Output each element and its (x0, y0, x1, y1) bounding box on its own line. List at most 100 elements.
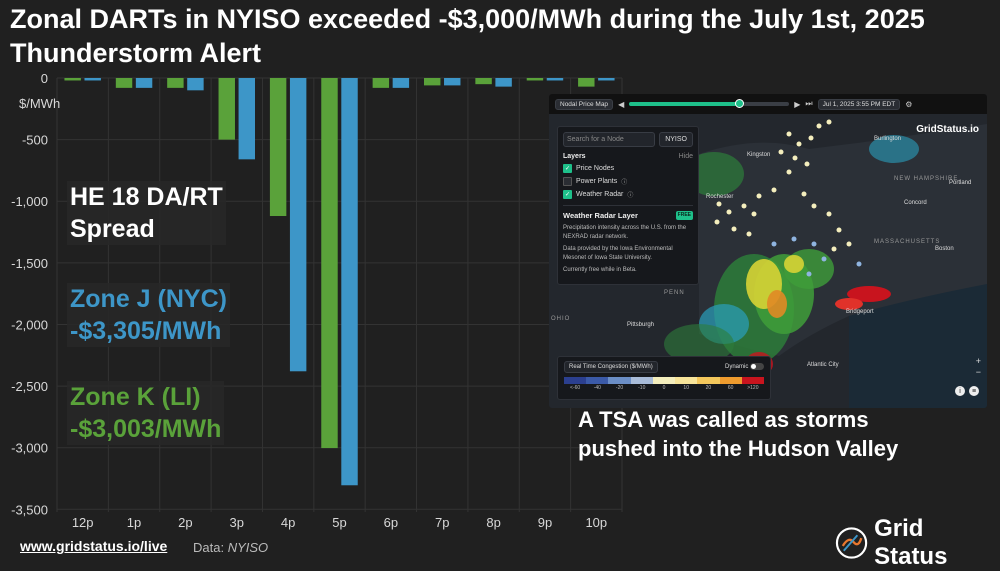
bar-zone-j-8p (495, 78, 512, 87)
radar-card-text: Currently free while in Beta. (563, 267, 637, 273)
bar-zone-j-2p (187, 78, 204, 91)
radar-card-text: Precipitation intensity across the U.S. … (563, 225, 687, 240)
bar-zone-j-1p (135, 78, 153, 88)
map-view-selector[interactable]: Nodal Price Map (555, 98, 614, 110)
map-place-portland: Portland (949, 180, 972, 186)
date-picker[interactable]: Jul 1, 2025 3:55 PM EDT (817, 98, 901, 110)
x-tick-label: 2p (178, 515, 192, 530)
bar-zone-j-12p (84, 78, 101, 81)
zone-j-callout: Zone J (NYC) -$3,305/MWh (67, 283, 230, 347)
map-place-concord: Concord (904, 200, 927, 206)
step-back-icon[interactable]: ◀ (618, 99, 625, 109)
legend-metric-selector[interactable]: Real Time Congestion ($/MWh) (564, 361, 658, 373)
legend-swatch (586, 377, 609, 384)
x-tick-label: 10p (585, 515, 607, 530)
legend-swatch (741, 377, 764, 384)
settings-icon[interactable]: ⚙ (905, 99, 913, 109)
bar-zone-j-3p (238, 78, 256, 160)
map-caption: A TSA was called as storms pushed into t… (578, 405, 898, 463)
play-icon[interactable]: ⏭ (805, 99, 813, 108)
legend-tick: 0 (662, 385, 666, 391)
map-corner-icons: i ≡ (955, 386, 979, 396)
bar-zone-k-3p (218, 78, 235, 140)
congestion-legend: Real Time Congestion ($/MWh) Dynamic <-6… (557, 356, 771, 400)
layer-price-nodes[interactable]: ✓ Price Nodes (563, 164, 693, 173)
info-icon[interactable]: ⓘ (627, 193, 634, 199)
zoom-out-icon[interactable]: − (975, 367, 981, 377)
bar-zone-k-5p (321, 78, 338, 449)
zone-k-callout-name: Zone K (LI) (70, 383, 201, 411)
checkbox-unchecked-icon[interactable] (563, 177, 572, 186)
legend-swatch (564, 377, 587, 384)
legend-swatch (608, 377, 631, 384)
nodal-price-map: Nodal Price Map ◀ ▶ ⏭ Jul 1, 2025 3:55 P… (549, 94, 987, 408)
info-icon[interactable]: ⓘ (621, 180, 628, 186)
dynamic-toggle-row[interactable]: Dynamic (724, 363, 764, 371)
checkbox-checked-icon[interactable]: ✓ (563, 164, 572, 173)
weather-radar-card: Weather Radar Layer FREE Precipitation i… (563, 205, 693, 275)
map-place-rochester: Rochester (706, 194, 734, 200)
legend-tick: 20 (705, 385, 712, 391)
x-tick-label: 8p (486, 515, 500, 530)
x-tick-label: 9p (538, 515, 552, 530)
legend-tick: 60 (727, 385, 734, 391)
data-source-name: NYISO (227, 540, 269, 555)
zoom-in-icon[interactable]: + (975, 356, 981, 366)
map-place-new-hampshire: NEW HAMPSHIRE (894, 176, 959, 182)
time-slider-knob[interactable] (734, 99, 744, 108)
legend-ticks: <-60 -40 -20 -10 0 10 20 60 >120 (564, 385, 764, 391)
bar-zone-k-2p (167, 78, 184, 88)
layers-heading: Layers (563, 153, 586, 160)
dynamic-label: Dynamic (724, 364, 749, 371)
data-source-label: Data: (193, 540, 225, 555)
bar-zone-j-10p (598, 78, 615, 81)
bar-zone-k-7p (423, 78, 441, 86)
price-node-dots (714, 119, 852, 252)
radar-precip-cells (664, 135, 919, 376)
gridstatus-map-logo: GridStatus.io (916, 124, 979, 135)
y-tick-label: -1,000 (11, 194, 48, 209)
axis-labels: 0 -500 -1,000 -1,500 -2,000 -2,500 -3,000 -3,50… (11, 71, 607, 530)
bar-zone-j-6p (392, 78, 410, 88)
legend-swatch (630, 377, 653, 384)
legend-swatch (675, 377, 698, 384)
y-tick-label: -3,000 (11, 441, 48, 456)
map-place-massachusetts: MASSACHUSETTS (874, 239, 941, 245)
y-tick-label: -1,500 (11, 256, 48, 271)
layers-stack-icon[interactable]: ≡ (969, 386, 979, 396)
layers-panel: Search for a Node NYISO Layers Hide ✓ Pr… (557, 126, 699, 285)
legend-tick: 10 (683, 385, 689, 391)
map-place-penn: PENN (664, 290, 685, 296)
layer-power-plants[interactable]: Power Plants ⓘ (563, 177, 693, 186)
map-place-pittsburgh: Pittsburgh (627, 322, 655, 328)
y-tick-label: -2,000 (11, 317, 48, 332)
checkbox-checked-icon[interactable]: ✓ (563, 190, 572, 199)
bar-zone-k-6p (372, 78, 390, 88)
time-slider[interactable] (629, 99, 790, 108)
bar-zone-k-10p (578, 78, 595, 87)
bar-zone-j-5p (341, 78, 358, 486)
dynamic-toggle[interactable] (750, 363, 764, 371)
gridstatus-live-link[interactable]: www.gridstatus.io/live (20, 538, 168, 554)
step-forward-icon[interactable]: ▶ (794, 99, 801, 109)
free-badge: FREE (675, 211, 693, 220)
bar-zone-k-8p (475, 78, 492, 85)
blue-node-dots (771, 236, 862, 277)
bar-zone-j-7p (444, 78, 461, 86)
bar-zone-j-9p (546, 78, 564, 81)
time-slider-fill (629, 102, 742, 106)
layer-weather-radar[interactable]: ✓ Weather Radar ⓘ (563, 190, 693, 199)
iso-selector[interactable]: NYISO (659, 132, 693, 147)
bar-zone-j-4p (289, 78, 307, 372)
zone-j-callout-value: -$3,305/MWh (70, 317, 222, 345)
map-place-atlantic-city: Atlantic City (807, 362, 839, 368)
map-place-kingston: Kingston (747, 152, 771, 158)
node-search-input[interactable]: Search for a Node (563, 132, 656, 147)
layer-label: Weather Radar (576, 191, 624, 198)
map-caption-line1: A TSA was called as storms (578, 407, 869, 432)
hide-layers-button[interactable]: Hide (678, 153, 693, 160)
spread-callout-line2: Spread (70, 215, 155, 243)
info-circle-icon[interactable]: i (955, 386, 965, 396)
x-tick-label: 5p (332, 515, 346, 530)
y-axis-label: $/MWh (19, 96, 60, 111)
